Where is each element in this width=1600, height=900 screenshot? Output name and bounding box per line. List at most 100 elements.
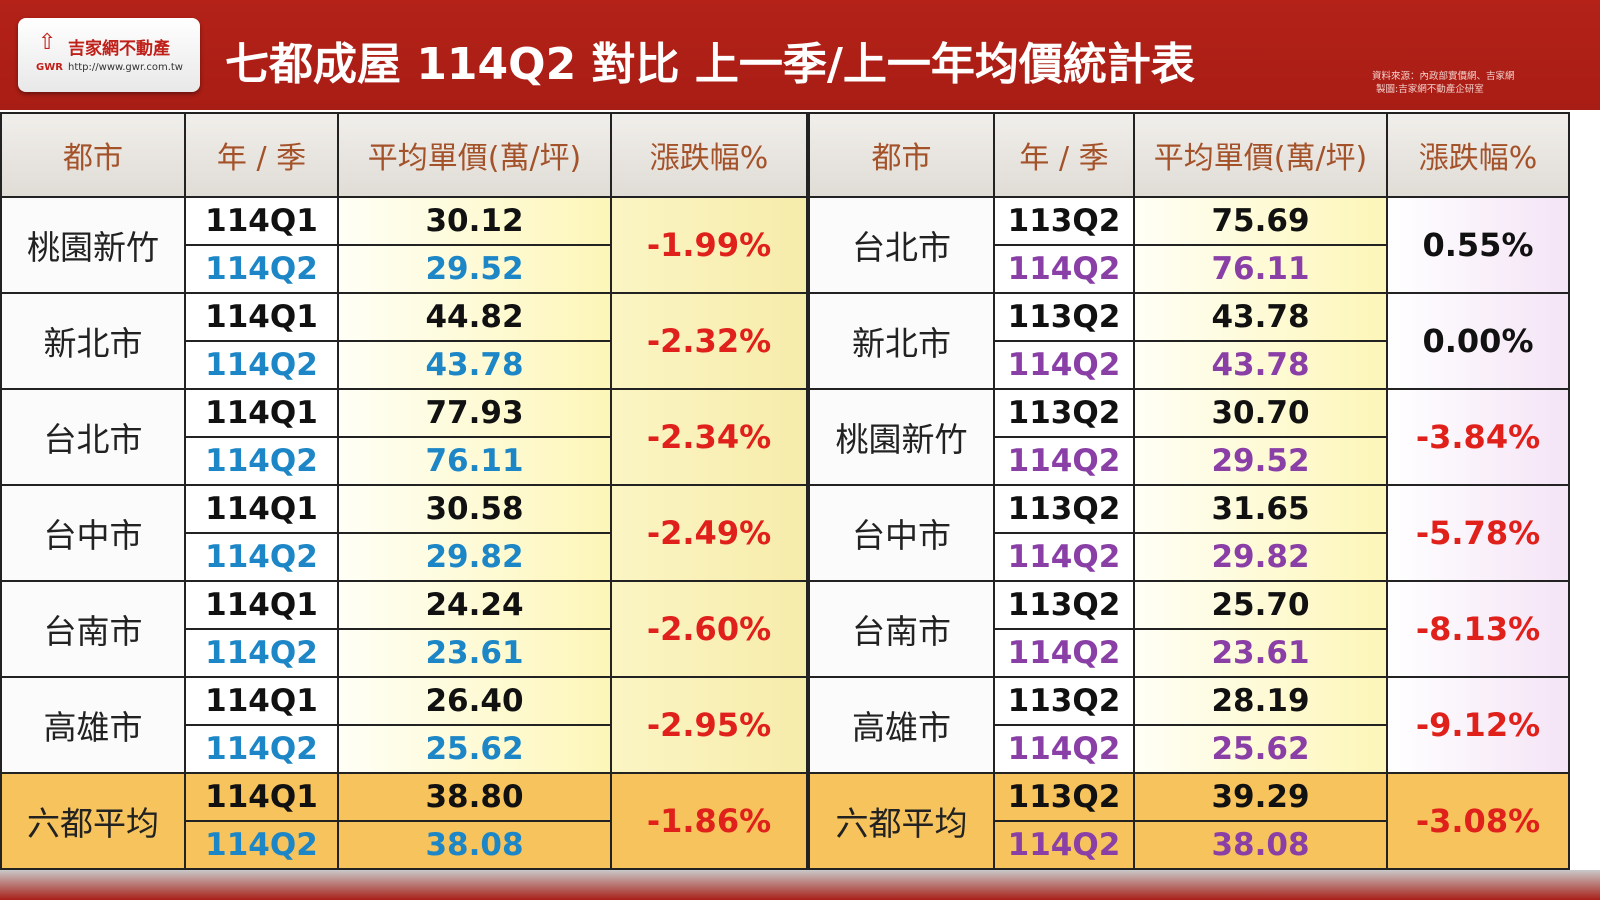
table-row: 114Q2 38.08 [1,820,807,870]
change-percent: -2.95% [610,676,808,774]
prev-price: 24.24 [337,580,612,630]
table-row: 114Q2 25.62 [1,724,807,774]
change-percent: -8.13% [1386,580,1570,678]
col-change: 漲跌幅% [1386,112,1570,198]
city-name: 六都平均 [808,772,995,870]
prev-price: 75.69 [1133,196,1388,246]
current-price: 38.08 [1133,820,1388,870]
prev-period: 113Q2 [993,196,1135,246]
current-price: 29.82 [337,532,612,582]
current-period: 114Q2 [184,628,339,678]
prev-period: 114Q1 [184,196,339,246]
current-price: 25.62 [1133,724,1388,774]
current-price: 43.78 [1133,340,1388,390]
current-price: 23.61 [337,628,612,678]
current-price: 43.78 [337,340,612,390]
table-row: 114Q2 29.52 [1,244,807,294]
table-row: 台南市 113Q2 25.70 -8.13% [808,580,1570,678]
prev-period: 113Q2 [993,676,1135,726]
prev-price: 44.82 [337,292,612,342]
logo-name: 吉家網不動產 [68,39,170,59]
current-period: 114Q2 [993,436,1135,486]
city-name: 新北市 [808,292,995,390]
table-row: 114Q2 76.11 [809,244,1569,294]
source-line: 資料來源：內政部實價網、吉家網 [1372,71,1515,82]
table-row: 六都平均 113Q2 39.29 -3.08% [808,772,1570,870]
table-row: 114Q2 38.08 [809,820,1569,870]
city-name: 高雄市 [808,676,995,774]
table-row: 114Q2 43.78 [1,340,807,390]
table-row: 114Q2 29.82 [809,532,1569,582]
prev-period: 113Q2 [993,772,1135,822]
current-period: 114Q2 [993,532,1135,582]
col-city: 都市 [0,112,186,198]
prev-price: 38.80 [337,772,612,822]
current-period: 114Q2 [993,244,1135,294]
prev-period: 113Q2 [993,580,1135,630]
col-period: 年 / 季 [184,112,339,198]
gwr-logo: ⇧ 吉家網不動產 GWR http://www.gwr.com.tw [18,18,200,92]
current-period: 114Q2 [993,340,1135,390]
col-change: 漲跌幅% [610,112,808,198]
prev-price: 31.65 [1133,484,1388,534]
change-percent: -2.49% [610,484,808,582]
table-row: 新北市 113Q2 43.78 0.00% [808,292,1570,390]
change-percent: -5.78% [1386,484,1570,582]
city-name: 桃園新竹 [808,388,995,486]
change-percent: 0.00% [1386,292,1570,390]
prev-price: 77.93 [337,388,612,438]
table-row: 高雄市 114Q1 26.40 -2.95% [0,676,808,774]
table-row: 台南市 114Q1 24.24 -2.60% [0,580,808,678]
prev-period: 114Q1 [184,484,339,534]
table-row: 桃園新竹 114Q1 30.12 -1.99% [0,196,808,294]
col-price: 平均單價(萬/坪) [1133,112,1388,198]
city-name: 新北市 [0,292,186,390]
table-row: 114Q2 23.61 [1,628,807,678]
prev-period: 114Q1 [184,388,339,438]
city-name: 桃園新竹 [0,196,186,294]
current-price: 25.62 [337,724,612,774]
current-price: 38.08 [337,820,612,870]
prev-period: 114Q1 [184,772,339,822]
table-row: 桃園新竹 113Q2 30.70 -3.84% [808,388,1570,486]
current-period: 114Q2 [993,820,1135,870]
change-percent: -3.08% [1386,772,1570,870]
current-period: 114Q2 [993,628,1135,678]
city-name: 高雄市 [0,676,186,774]
table-row: 114Q2 76.11 [1,436,807,486]
table-row: 台中市 114Q1 30.58 -2.49% [0,484,808,582]
city-name: 台北市 [0,388,186,486]
change-percent: -1.99% [610,196,808,294]
prev-price: 43.78 [1133,292,1388,342]
table-row: 高雄市 113Q2 28.19 -9.12% [808,676,1570,774]
logo-url: http://www.gwr.com.tw [68,62,183,73]
city-name: 台北市 [808,196,995,294]
table-row: 台北市 113Q2 75.69 0.55% [808,196,1570,294]
current-period: 114Q2 [993,724,1135,774]
change-percent: -9.12% [1386,676,1570,774]
current-period: 114Q2 [184,820,339,870]
current-price: 29.52 [1133,436,1388,486]
source-note: 資料來源：內政部實價網、吉家網 製圖:吉家網不動產企研室 [1372,70,1515,96]
col-city: 都市 [808,112,995,198]
city-name: 台中市 [0,484,186,582]
change-percent: -1.86% [610,772,808,870]
current-period: 114Q2 [184,436,339,486]
quarter-comparison-table: 都市年 / 季平均單價(萬/坪) 漲跌幅% 桃園新竹 114Q1 30.12 -1.99… [0,112,808,870]
current-period: 114Q2 [184,244,339,294]
prev-price: 39.29 [1133,772,1388,822]
current-price: 29.52 [337,244,612,294]
change-percent: -2.32% [610,292,808,390]
change-percent: -2.34% [610,388,808,486]
current-period: 114Q2 [184,724,339,774]
table-row: 六都平均 114Q1 38.80 -1.86% [0,772,808,870]
prev-price: 30.70 [1133,388,1388,438]
change-percent: -2.60% [610,580,808,678]
current-price: 23.61 [1133,628,1388,678]
prev-period: 113Q2 [993,484,1135,534]
city-name: 六都平均 [0,772,186,870]
col-price: 平均單價(萬/坪) [337,112,612,198]
city-name: 台中市 [808,484,995,582]
prev-price: 28.19 [1133,676,1388,726]
table-row: 台北市 114Q1 77.93 -2.34% [0,388,808,486]
